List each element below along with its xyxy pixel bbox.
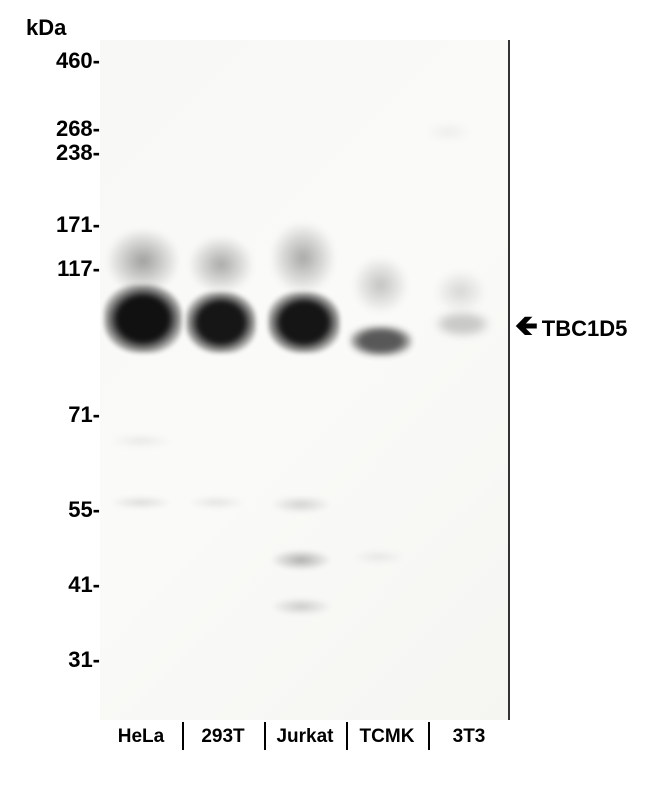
arrow-left-icon: 🡸 (515, 305, 538, 353)
y-axis-unit: kDa (26, 15, 66, 41)
mw-marker-label: 171- (30, 212, 100, 238)
mw-marker-label: 268- (30, 116, 100, 142)
blot-smear (354, 258, 407, 312)
lane-label: 3T3 (428, 726, 510, 748)
protein-band (436, 312, 489, 336)
faint-band (272, 496, 329, 513)
mw-marker-label: 117- (30, 256, 100, 282)
protein-target-label: 🡸 TBC1D5 (515, 305, 627, 353)
lane-label: 293T (182, 726, 264, 748)
faint-band (354, 550, 403, 564)
mw-marker-label: 238- (30, 140, 100, 166)
mw-marker-label: 55- (30, 497, 100, 523)
blot-membrane: HeLa293TJurkatTCMK3T3 (100, 40, 510, 720)
protein-name: TBC1D5 (542, 316, 628, 342)
faint-band (272, 550, 329, 570)
mw-marker-label: 460- (30, 48, 100, 74)
blot-smear (108, 230, 178, 291)
figure-container: kDa HeLa293TJurkatTCMK3T3 🡸 TBC1D5 460- 2… (20, 15, 630, 785)
mw-marker-label: 41- (30, 572, 100, 598)
blot-smear (190, 237, 252, 291)
faint-band (112, 496, 169, 510)
protein-band (350, 326, 412, 357)
lane-label: TCMK (346, 726, 428, 748)
protein-band (268, 292, 340, 353)
protein-band (186, 292, 256, 353)
faint-band (112, 434, 169, 448)
faint-band (272, 598, 329, 615)
faint-band (190, 496, 243, 510)
lane-label: HeLa (100, 726, 182, 748)
blot-smear (272, 224, 334, 292)
mw-marker-label: 31- (30, 647, 100, 673)
faint-band (428, 122, 469, 142)
mw-marker-label: 71- (30, 402, 100, 428)
protein-band (104, 285, 182, 353)
blot-smear (436, 271, 485, 312)
lane-label: Jurkat (264, 726, 346, 748)
